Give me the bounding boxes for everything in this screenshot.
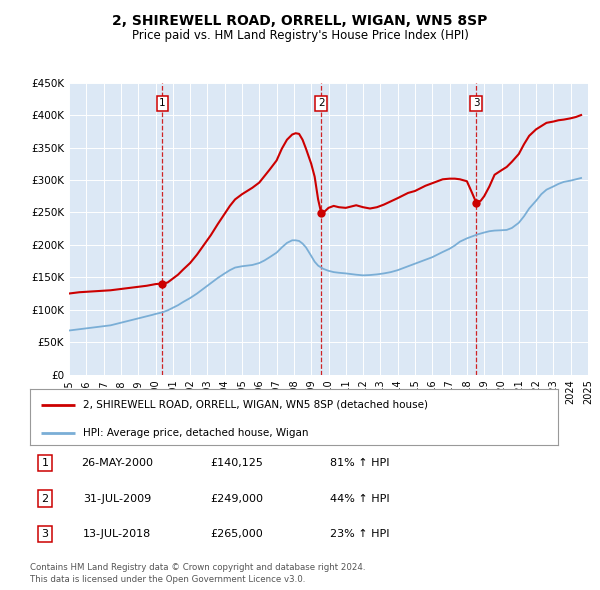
Text: 2: 2	[318, 99, 325, 109]
Text: 26-MAY-2000: 26-MAY-2000	[81, 458, 153, 468]
Text: 31-JUL-2009: 31-JUL-2009	[83, 494, 151, 503]
Text: Price paid vs. HM Land Registry's House Price Index (HPI): Price paid vs. HM Land Registry's House …	[131, 29, 469, 42]
Text: HPI: Average price, detached house, Wigan: HPI: Average price, detached house, Wiga…	[83, 428, 308, 438]
Text: £265,000: £265,000	[211, 529, 263, 539]
Text: 23% ↑ HPI: 23% ↑ HPI	[330, 529, 390, 539]
Text: £140,125: £140,125	[211, 458, 263, 468]
Text: 1: 1	[159, 99, 166, 109]
Text: 1: 1	[41, 458, 49, 468]
Text: £249,000: £249,000	[211, 494, 263, 503]
Text: 2, SHIREWELL ROAD, ORRELL, WIGAN, WN5 8SP: 2, SHIREWELL ROAD, ORRELL, WIGAN, WN5 8S…	[112, 14, 488, 28]
Text: Contains HM Land Registry data © Crown copyright and database right 2024.
This d: Contains HM Land Registry data © Crown c…	[30, 563, 365, 584]
Text: 13-JUL-2018: 13-JUL-2018	[83, 529, 151, 539]
Text: 81% ↑ HPI: 81% ↑ HPI	[330, 458, 390, 468]
Text: 44% ↑ HPI: 44% ↑ HPI	[330, 494, 390, 503]
Text: 3: 3	[473, 99, 479, 109]
Text: 2: 2	[41, 494, 49, 503]
Text: 3: 3	[41, 529, 49, 539]
Text: 2, SHIREWELL ROAD, ORRELL, WIGAN, WN5 8SP (detached house): 2, SHIREWELL ROAD, ORRELL, WIGAN, WN5 8S…	[83, 399, 428, 409]
